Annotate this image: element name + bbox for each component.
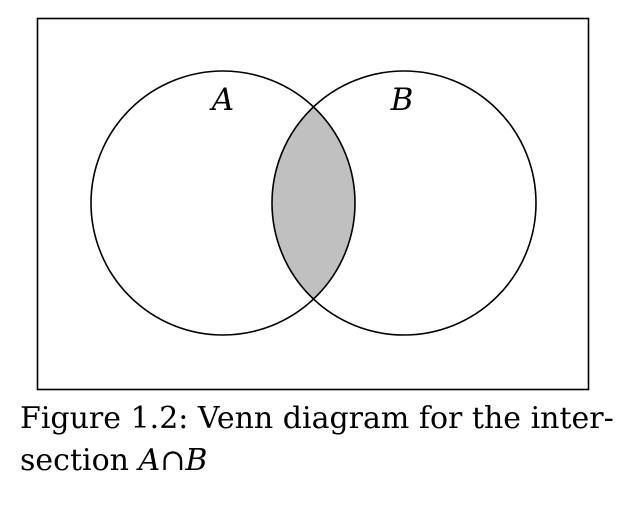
- set-a-circle: [90, 70, 356, 336]
- caption-line-1: Figure 1.2: Venn diagram for the inter-: [20, 401, 614, 436]
- caption-set-b: B: [185, 443, 208, 478]
- caption-line-2: section A∩B: [20, 440, 635, 482]
- intersection-symbol: ∩: [160, 443, 186, 478]
- set-a-label: A: [209, 82, 234, 118]
- set-b-circle: [271, 70, 537, 336]
- universal-set-rectangle: [36, 17, 590, 391]
- venn-diagram: A B: [36, 17, 590, 391]
- figure-caption: Figure 1.2: Venn diagram for the inter- …: [20, 398, 635, 482]
- set-b-label: B: [390, 82, 414, 118]
- caption-prefix: section: [20, 443, 139, 478]
- caption-set-a: A: [138, 443, 161, 478]
